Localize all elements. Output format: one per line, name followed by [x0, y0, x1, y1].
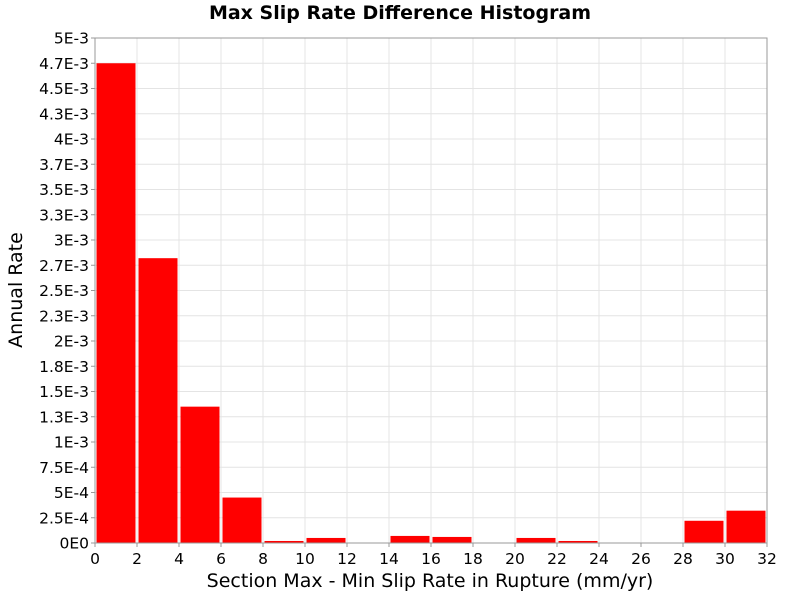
histogram-bar	[726, 510, 766, 543]
x-tick-label: 20	[505, 550, 525, 568]
y-tick-label: 2.5E-4	[39, 509, 89, 527]
x-tick-label: 18	[463, 550, 483, 568]
ticks: 0E0 2.5E-4 5E-4 7.5E-4 1E-3 1.3E-3 1.5E-3 1.8E-…	[39, 30, 777, 569]
y-tick-label: 2.7E-3	[39, 257, 89, 275]
x-tick-label: 4	[174, 550, 184, 568]
x-tick-label: 16	[421, 550, 441, 568]
y-tick-label: 3.5E-3	[39, 181, 89, 199]
x-tick-label: 32	[757, 550, 777, 568]
y-tick-label: 7.5E-4	[39, 459, 89, 477]
histogram-bar	[96, 63, 136, 543]
y-tick-label: 0E0	[59, 535, 89, 553]
y-tick-label: 1.8E-3	[39, 358, 89, 376]
x-tick-label: 6	[216, 550, 226, 568]
y-tick-label: 4.7E-3	[39, 55, 89, 73]
y-tick-label: 1.3E-3	[39, 408, 89, 426]
x-tick-label: 22	[547, 550, 567, 568]
histogram-bar	[222, 497, 262, 543]
histogram-bar	[516, 537, 556, 543]
y-tick-label: 2E-3	[54, 333, 89, 351]
histogram-bar	[684, 520, 724, 543]
histogram-bar	[558, 540, 598, 543]
x-tick-label: 0	[90, 550, 100, 568]
y-tick-label: 4E-3	[54, 131, 89, 149]
y-tick-label: 3E-3	[54, 232, 89, 250]
x-tick-label: 8	[258, 550, 268, 568]
x-tick-label: 24	[589, 550, 609, 568]
y-tick-label: 1.5E-3	[39, 383, 89, 401]
x-tick-label: 26	[631, 550, 651, 568]
y-tick-label: 4.5E-3	[39, 80, 89, 98]
x-tick-label: 2	[132, 550, 142, 568]
y-tick-label: 1E-3	[54, 434, 89, 452]
x-tick-label: 10	[295, 550, 315, 568]
histogram-bar	[432, 536, 472, 543]
y-tick-label: 2.5E-3	[39, 282, 89, 300]
histogram-bar	[138, 258, 178, 543]
histogram-bar	[264, 540, 304, 543]
y-tick-label: 2.3E-3	[39, 307, 89, 325]
y-tick-label: 5E-3	[54, 30, 89, 48]
x-tick-label: 28	[673, 550, 693, 568]
histogram-bar	[306, 537, 346, 543]
y-tick-label: 3.7E-3	[39, 156, 89, 174]
y-tick-label: 3.3E-3	[39, 206, 89, 224]
x-tick-label: 14	[379, 550, 399, 568]
histogram-bar	[180, 406, 220, 543]
y-tick-label: 4.3E-3	[39, 105, 89, 123]
x-tick-label: 12	[337, 550, 357, 568]
y-tick-label: 5E-4	[54, 484, 89, 502]
chart-title: Max Slip Rate Difference Histogram	[208, 2, 592, 24]
bars	[96, 63, 766, 543]
histogram-bar	[390, 535, 430, 543]
x-tick-label: 30	[715, 550, 735, 568]
x-axis-label: Section Max - Min Slip Rate in Rupture (…	[206, 570, 654, 592]
